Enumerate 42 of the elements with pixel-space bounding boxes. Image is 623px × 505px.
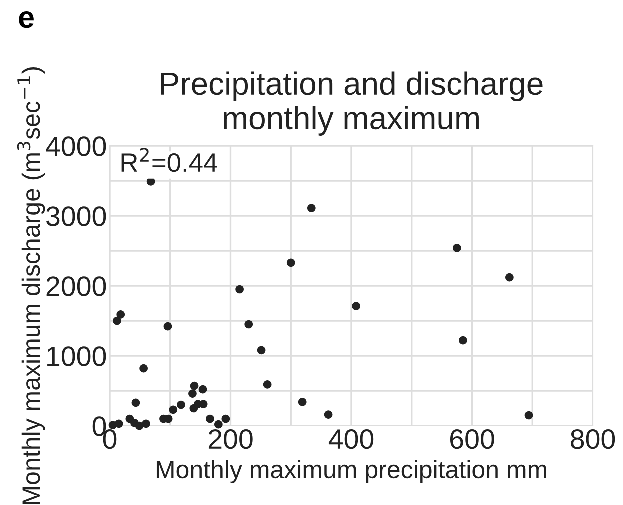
chart-title: Precipitation and discharge monthly maximum <box>161 72 543 136</box>
point <box>142 420 150 428</box>
x-tick-label: 800 <box>571 430 616 450</box>
point <box>140 364 148 373</box>
y-tick-label: 4000 <box>46 136 106 156</box>
y-tick-label: 2000 <box>46 276 106 296</box>
point <box>214 420 223 429</box>
point <box>352 302 360 310</box>
x-tick-label: 400 <box>328 430 374 450</box>
point <box>190 382 199 390</box>
y-axis-title: Monthly maximum discharge (m$^{3}$sec$^{−1}$) <box>17 68 46 504</box>
x-tick-label: 600 <box>450 430 494 450</box>
point <box>198 385 208 394</box>
point <box>244 320 254 329</box>
point <box>113 316 122 326</box>
point <box>116 310 126 319</box>
point <box>324 410 333 419</box>
point <box>188 390 197 398</box>
point <box>135 422 144 430</box>
point <box>206 414 214 424</box>
annotation: R$^{2}$=0.44 <box>122 148 218 172</box>
text: e <box>19 11 34 28</box>
point <box>177 400 186 410</box>
point <box>506 273 514 282</box>
x-axis-title: Monthly maximum precipitation mm <box>156 460 546 484</box>
point <box>298 398 307 406</box>
x-tick-label: 200 <box>208 430 253 450</box>
point <box>459 336 468 345</box>
point <box>164 322 172 331</box>
point <box>132 398 140 408</box>
point <box>169 406 178 414</box>
point <box>263 380 272 389</box>
point <box>307 204 316 212</box>
point <box>257 346 266 355</box>
y-tick-label: 1000 <box>48 346 106 366</box>
point <box>286 258 296 268</box>
y-tick-label: 3000 <box>46 206 106 226</box>
point <box>222 414 230 424</box>
point <box>524 411 534 420</box>
point <box>236 285 244 294</box>
point <box>114 420 124 428</box>
point <box>452 244 462 252</box>
